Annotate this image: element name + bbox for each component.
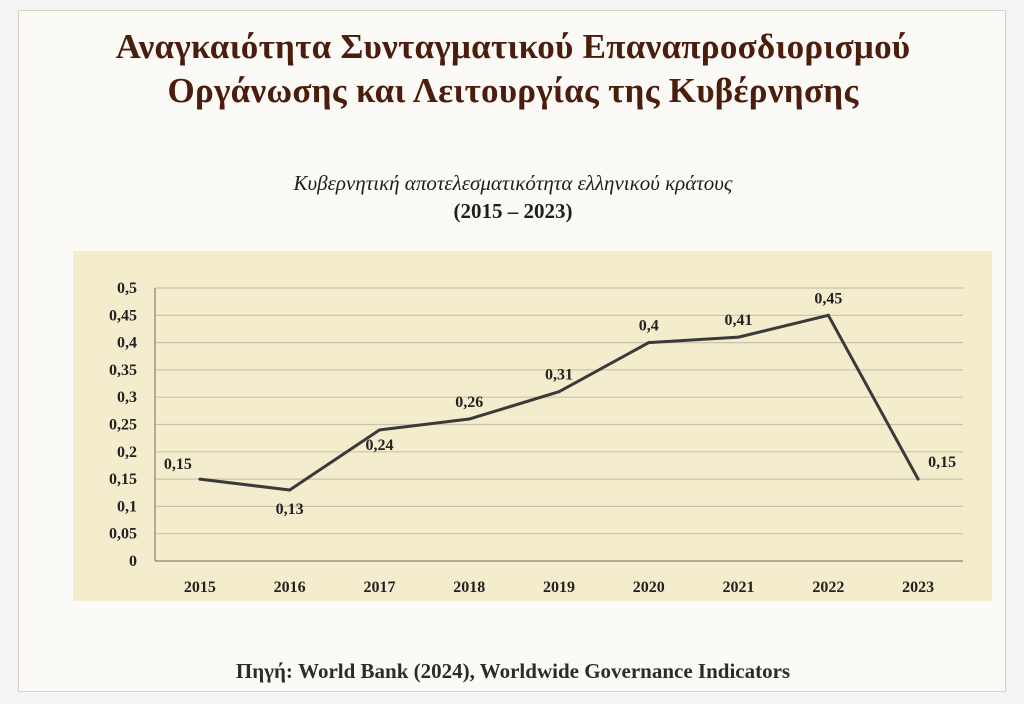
x-tick-label: 2023 xyxy=(902,579,934,596)
data-label: 0,26 xyxy=(455,394,483,411)
slide: Αναγκαιότητα Συνταγματικού Επαναπροσδιορ… xyxy=(18,10,1006,692)
data-point xyxy=(826,313,830,317)
data-label: 0,4 xyxy=(639,318,659,335)
data-point xyxy=(647,341,651,345)
data-label: 0,15 xyxy=(928,454,956,471)
y-tick-label: 0 xyxy=(129,553,137,570)
data-point xyxy=(916,477,920,481)
chart-subtitle: (2015 – 2023) xyxy=(453,199,573,223)
chart-title: Κυβερνητική αποτελεσματικότητα ελληνικού… xyxy=(293,171,733,195)
axes: 0 0,05 0,1 0,15 0,2 0,25 0,3 0,35 0,4 0,45 0,5 2015… xyxy=(109,280,963,596)
data-label: 0,24 xyxy=(365,437,393,454)
gridlines xyxy=(155,287,963,535)
y-tick-label: 0,4 xyxy=(117,335,137,352)
y-tick-label: 0,05 xyxy=(109,526,137,543)
x-tick-label: 2017 xyxy=(363,579,395,596)
x-tick-label: 2018 xyxy=(453,579,485,596)
x-tick-label: 2020 xyxy=(633,579,665,596)
x-tick-label: 2022 xyxy=(812,579,844,596)
data-label: 0,41 xyxy=(725,312,753,329)
y-tick-label: 0,3 xyxy=(117,389,137,406)
y-tick-label: 0,5 xyxy=(117,280,137,297)
y-tick-label: 0,45 xyxy=(109,307,137,324)
data-label: 0,31 xyxy=(545,367,573,384)
x-tick-label: 2015 xyxy=(184,579,216,596)
x-tick-label: 2021 xyxy=(723,579,755,596)
slide-title-line-1: Αναγκαιότητα Συνταγματικού Επαναπροσδιορ… xyxy=(115,27,911,66)
y-tick-label: 0,1 xyxy=(117,498,137,515)
source-note: Πηγή: World Bank (2024), Worldwide Gover… xyxy=(235,659,791,683)
y-tick-label: 0,2 xyxy=(117,444,137,461)
data-label: 0,45 xyxy=(814,290,842,307)
y-tick-label: 0,25 xyxy=(109,417,137,434)
data-point xyxy=(198,477,202,481)
data-label: 0,13 xyxy=(276,501,304,518)
y-tick-label: 0,35 xyxy=(109,362,137,379)
x-tick-label: 2016 xyxy=(274,579,306,596)
data-point xyxy=(377,428,381,432)
series-line-group xyxy=(198,313,920,492)
data-point xyxy=(737,335,741,339)
line-chart: 0 0,05 0,1 0,15 0,2 0,25 0,3 0,35 0,4 0,45 0,5 2015… xyxy=(73,251,992,601)
data-labels: 0,15 0,13 0,24 0,26 0,31 0,4 0,41 0,45 0,15 xyxy=(164,290,956,518)
slide-title-line-2: Οργάνωσης και Λειτουργίας της Κυβέρνησης xyxy=(167,71,859,110)
data-point xyxy=(467,417,471,421)
data-point xyxy=(288,488,292,492)
plot-area xyxy=(73,251,992,601)
x-tick-label: 2019 xyxy=(543,579,575,596)
data-label: 0,15 xyxy=(164,456,192,473)
data-point xyxy=(557,390,561,394)
y-tick-label: 0,15 xyxy=(109,471,137,488)
